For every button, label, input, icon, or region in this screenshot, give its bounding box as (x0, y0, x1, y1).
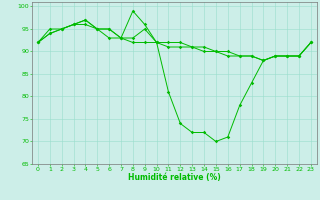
X-axis label: Humidité relative (%): Humidité relative (%) (128, 173, 221, 182)
